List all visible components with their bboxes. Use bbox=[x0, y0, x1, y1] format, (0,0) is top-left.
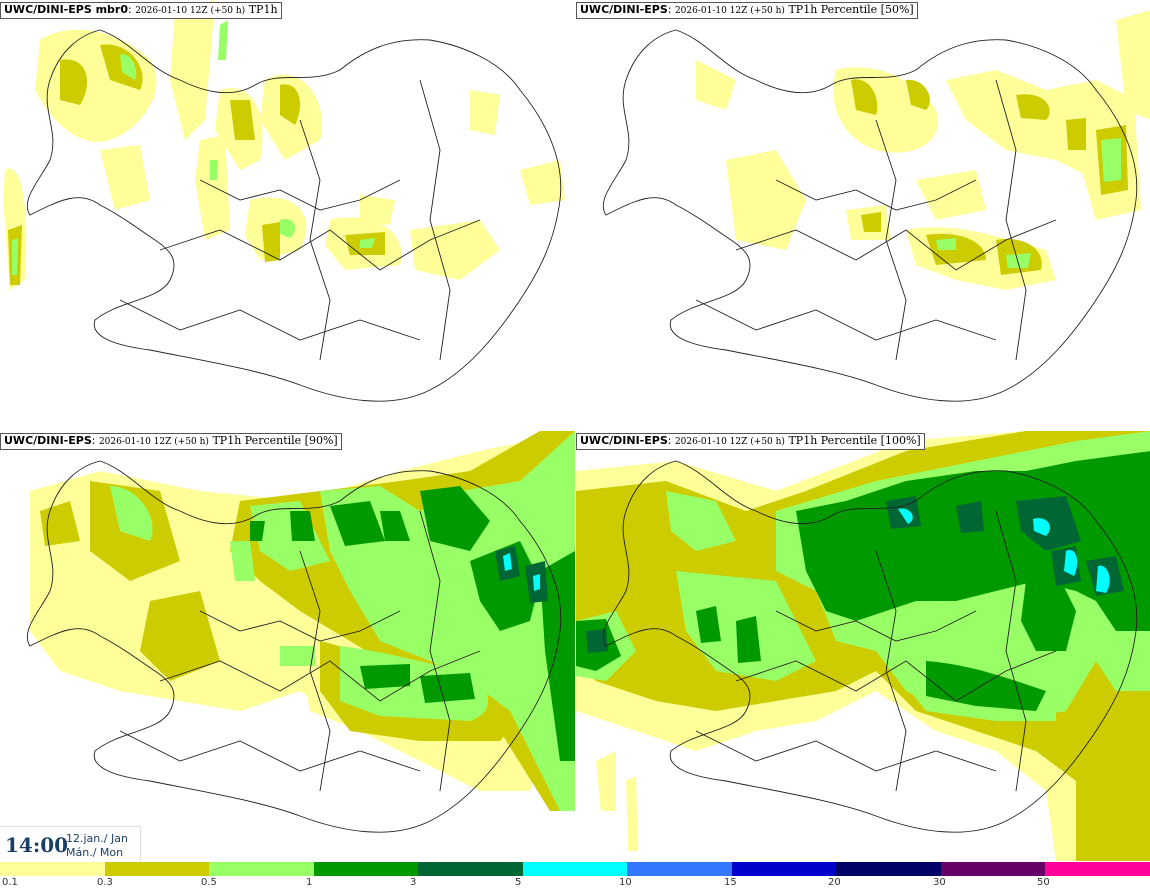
legend-swatch bbox=[0, 862, 105, 876]
legend-tick-label: 1 bbox=[306, 877, 313, 888]
title-colon: : bbox=[91, 434, 99, 447]
legend-swatch bbox=[940, 862, 1046, 876]
title-colon: : bbox=[667, 434, 675, 447]
valid-time: 14:00 bbox=[5, 833, 69, 857]
legend-tick-label: 5 bbox=[515, 877, 522, 888]
legend-swatch bbox=[627, 862, 732, 876]
legend-swatch bbox=[418, 862, 523, 876]
legend-tick-label: 15 bbox=[724, 877, 737, 888]
run-info: 2026-01-10 12Z (+50 h) bbox=[98, 437, 209, 447]
legend-tick-label: 0.1 bbox=[2, 877, 18, 888]
run-info: 2026-01-10 12Z (+50 h) bbox=[674, 6, 785, 16]
panel-title: UWC/DINI-EPS: 2026-01-10 12Z (+50 h) TP1… bbox=[576, 433, 925, 450]
map-panel-mbr0: UWC/DINI-EPS mbr0: 2026-01-10 12Z (+50 h… bbox=[0, 0, 575, 430]
variable-name: TP1h Percentile [90%] bbox=[212, 434, 338, 447]
model-name: UWC/DINI-EPS bbox=[580, 3, 668, 16]
map-panel-p100: UWC/DINI-EPS: 2026-01-10 12Z (+50 h) TP1… bbox=[576, 431, 1150, 861]
legend-swatch bbox=[731, 862, 837, 876]
legend-swatch bbox=[209, 862, 314, 876]
legend-tick-label: 0.5 bbox=[201, 877, 217, 888]
panel-title: UWC/DINI-EPS: 2026-01-10 12Z (+50 h) TP1… bbox=[0, 433, 342, 450]
valid-date: 12.jan./ Jan bbox=[66, 832, 128, 845]
legend-tick-label: 50 bbox=[1037, 877, 1050, 888]
legend-swatch bbox=[522, 862, 628, 876]
run-info: 2026-01-10 12Z (+50 h) bbox=[674, 437, 785, 447]
legend-tick-label: 3 bbox=[410, 877, 417, 888]
legend-ticks: 0.1 0.3 0.5 1 3 5 10 15 20 30 50 bbox=[0, 876, 1150, 891]
map-panel-p90: UWC/DINI-EPS: 2026-01-10 12Z (+50 h) TP1… bbox=[0, 431, 575, 861]
model-name: UWC/DINI-EPS bbox=[4, 434, 92, 447]
panel-title: UWC/DINI-EPS: 2026-01-10 12Z (+50 h) TP1… bbox=[576, 2, 918, 19]
legend-tick-label: 0.3 bbox=[97, 877, 113, 888]
legend-swatch bbox=[104, 862, 210, 876]
precip-map-p90 bbox=[26, 431, 575, 833]
precip-map-p100 bbox=[576, 431, 1150, 861]
model-name: UWC/DINI-EPS mbr0 bbox=[4, 3, 128, 16]
legend-swatch bbox=[1045, 862, 1150, 876]
precip-map-p50 bbox=[602, 10, 1150, 402]
model-name: UWC/DINI-EPS bbox=[580, 434, 668, 447]
legend-colorbar bbox=[0, 862, 1150, 876]
map-panel-p50: UWC/DINI-EPS: 2026-01-10 12Z (+50 h) TP1… bbox=[576, 0, 1150, 430]
valid-time-box: 14:00 12.jan./ Jan Mán./ Mon bbox=[0, 826, 141, 861]
panel-title: UWC/DINI-EPS mbr0: 2026-01-10 12Z (+50 h… bbox=[0, 2, 282, 19]
title-colon: : bbox=[128, 3, 136, 16]
valid-weekday: Mán./ Mon bbox=[66, 846, 124, 859]
variable-name: TP1h Percentile [100%] bbox=[788, 434, 921, 447]
legend-tick-label: 30 bbox=[933, 877, 946, 888]
variable-name: TP1h Percentile [50%] bbox=[788, 3, 914, 16]
panel-divider bbox=[575, 0, 576, 861]
legend-tick-label: 20 bbox=[828, 877, 841, 888]
legend-tick-label: 10 bbox=[619, 877, 632, 888]
title-colon: : bbox=[667, 3, 675, 16]
precip-map-mbr0 bbox=[3, 0, 565, 402]
variable-name: TP1h bbox=[248, 3, 278, 16]
run-info: 2026-01-10 12Z (+50 h) bbox=[135, 6, 246, 16]
legend-swatch bbox=[313, 862, 419, 876]
legend-swatch bbox=[836, 862, 941, 876]
